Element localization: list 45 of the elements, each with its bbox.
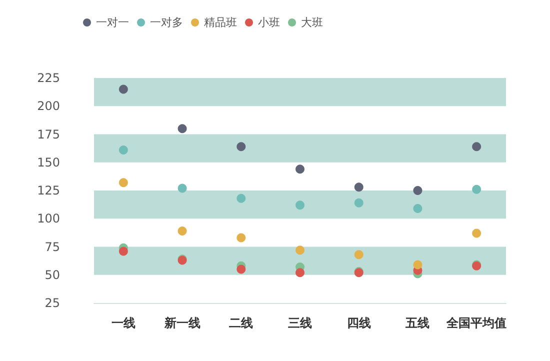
point <box>118 84 128 94</box>
point <box>118 246 128 256</box>
y-tick-label: 50 <box>44 268 60 282</box>
y-tick-label: 125 <box>37 184 60 198</box>
legend-label: 大班 <box>301 16 323 29</box>
y-tick-label: 25 <box>44 296 60 310</box>
legend-label: 小班 <box>258 16 280 29</box>
y-tick-label: 75 <box>44 240 60 254</box>
point <box>236 142 246 152</box>
point <box>178 124 187 134</box>
point <box>118 178 128 188</box>
point <box>296 200 304 210</box>
y-tick-label: 200 <box>37 99 60 114</box>
point <box>472 228 482 238</box>
point <box>472 142 482 152</box>
point <box>354 182 364 192</box>
point <box>296 268 304 278</box>
x-tick-label: 一线 <box>111 316 136 330</box>
x-tick-label: 五线 <box>404 316 430 330</box>
legend-label: 一对一 <box>96 16 129 29</box>
point <box>296 164 304 174</box>
point <box>296 246 304 255</box>
point <box>236 194 246 203</box>
y-tick-label: 175 <box>37 127 60 142</box>
point <box>413 260 422 270</box>
point <box>472 184 482 194</box>
x-tick-label: 新一线 <box>163 316 200 330</box>
point <box>354 250 364 260</box>
point <box>236 264 246 274</box>
x-tick-label: 三线 <box>288 316 312 330</box>
point <box>354 198 364 208</box>
legend-label: 精品班 <box>204 16 237 29</box>
point <box>178 184 187 193</box>
y-tick-label: 150 <box>37 155 60 170</box>
point <box>413 204 422 213</box>
y-tick-label: 225 <box>37 71 60 85</box>
point <box>236 233 246 242</box>
x-tick-label: 四线 <box>346 316 371 330</box>
point <box>413 186 422 195</box>
y-tick-label: 100 <box>37 212 60 226</box>
x-tick-label: 全国平均值 <box>446 316 507 330</box>
legend-label: 一对多 <box>150 16 183 29</box>
point <box>178 226 187 236</box>
point <box>118 146 128 154</box>
x-tick-label: 二线 <box>229 316 254 330</box>
